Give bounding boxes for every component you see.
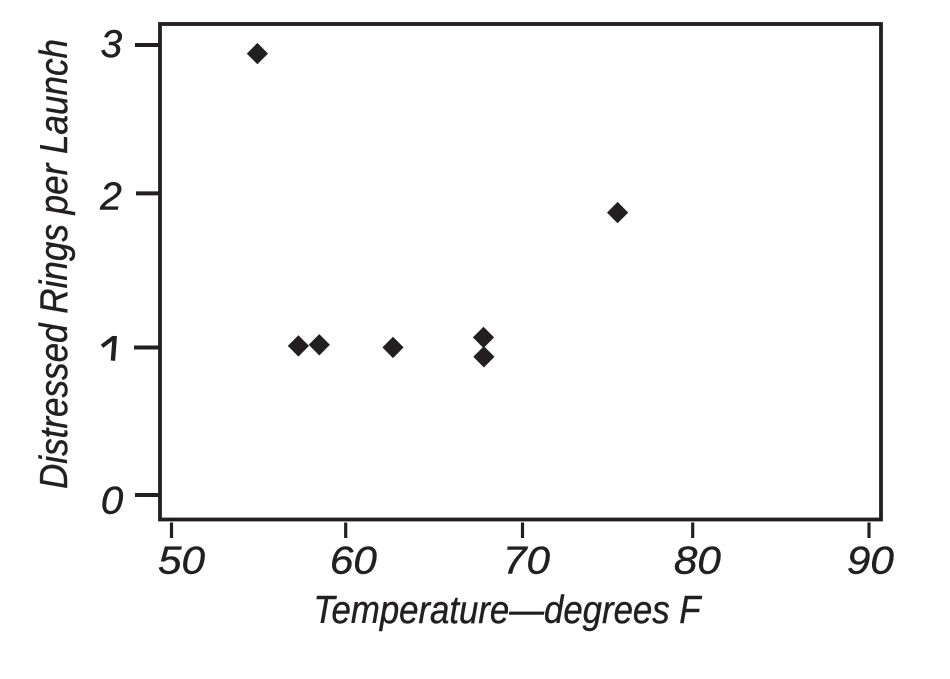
svg-text:0: 0: [101, 480, 124, 523]
svg-text:70: 70: [503, 540, 550, 583]
svg-text:Temperature—degrees F: Temperature—degrees F: [314, 589, 703, 632]
svg-text:60: 60: [330, 540, 377, 583]
svg-text:80: 80: [674, 540, 721, 583]
svg-text:3: 3: [101, 23, 123, 66]
svg-text:90: 90: [847, 540, 894, 583]
svg-text:2: 2: [99, 176, 122, 219]
svg-text:50: 50: [158, 540, 205, 583]
svg-text:Distressed Rings per Launch: Distressed Rings per Launch: [33, 39, 76, 489]
